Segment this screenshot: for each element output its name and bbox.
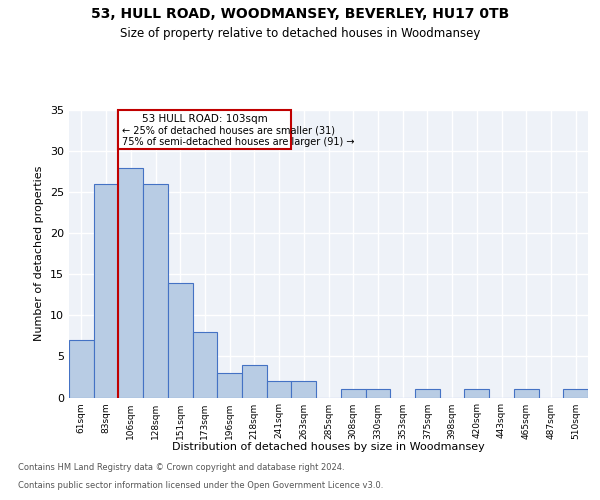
Bar	[341, 390, 365, 398]
Y-axis label: Number of detached properties: Number of detached properties	[34, 166, 44, 342]
Bar	[464, 390, 489, 398]
Bar	[365, 390, 390, 398]
Bar	[168, 282, 193, 398]
Text: ← 25% of detached houses are smaller (31): ← 25% of detached houses are smaller (31…	[122, 126, 335, 136]
Bar	[242, 364, 267, 398]
Text: 53, HULL ROAD, WOODMANSEY, BEVERLEY, HU17 0TB: 53, HULL ROAD, WOODMANSEY, BEVERLEY, HU1…	[91, 8, 509, 22]
Text: Contains HM Land Registry data © Crown copyright and database right 2024.: Contains HM Land Registry data © Crown c…	[18, 464, 344, 472]
Bar	[118, 168, 143, 398]
Bar	[292, 381, 316, 398]
Bar	[563, 390, 588, 398]
Bar	[94, 184, 118, 398]
Bar	[217, 373, 242, 398]
Bar	[193, 332, 217, 398]
Bar	[415, 390, 440, 398]
Bar	[143, 184, 168, 398]
Text: Contains public sector information licensed under the Open Government Licence v3: Contains public sector information licen…	[18, 481, 383, 490]
Text: Size of property relative to detached houses in Woodmansey: Size of property relative to detached ho…	[120, 28, 480, 40]
Text: Distribution of detached houses by size in Woodmansey: Distribution of detached houses by size …	[172, 442, 485, 452]
FancyBboxPatch shape	[118, 110, 292, 150]
Text: 75% of semi-detached houses are larger (91) →: 75% of semi-detached houses are larger (…	[122, 137, 355, 147]
Bar	[267, 381, 292, 398]
Text: 53 HULL ROAD: 103sqm: 53 HULL ROAD: 103sqm	[142, 114, 268, 124]
Bar	[69, 340, 94, 398]
Bar	[514, 390, 539, 398]
